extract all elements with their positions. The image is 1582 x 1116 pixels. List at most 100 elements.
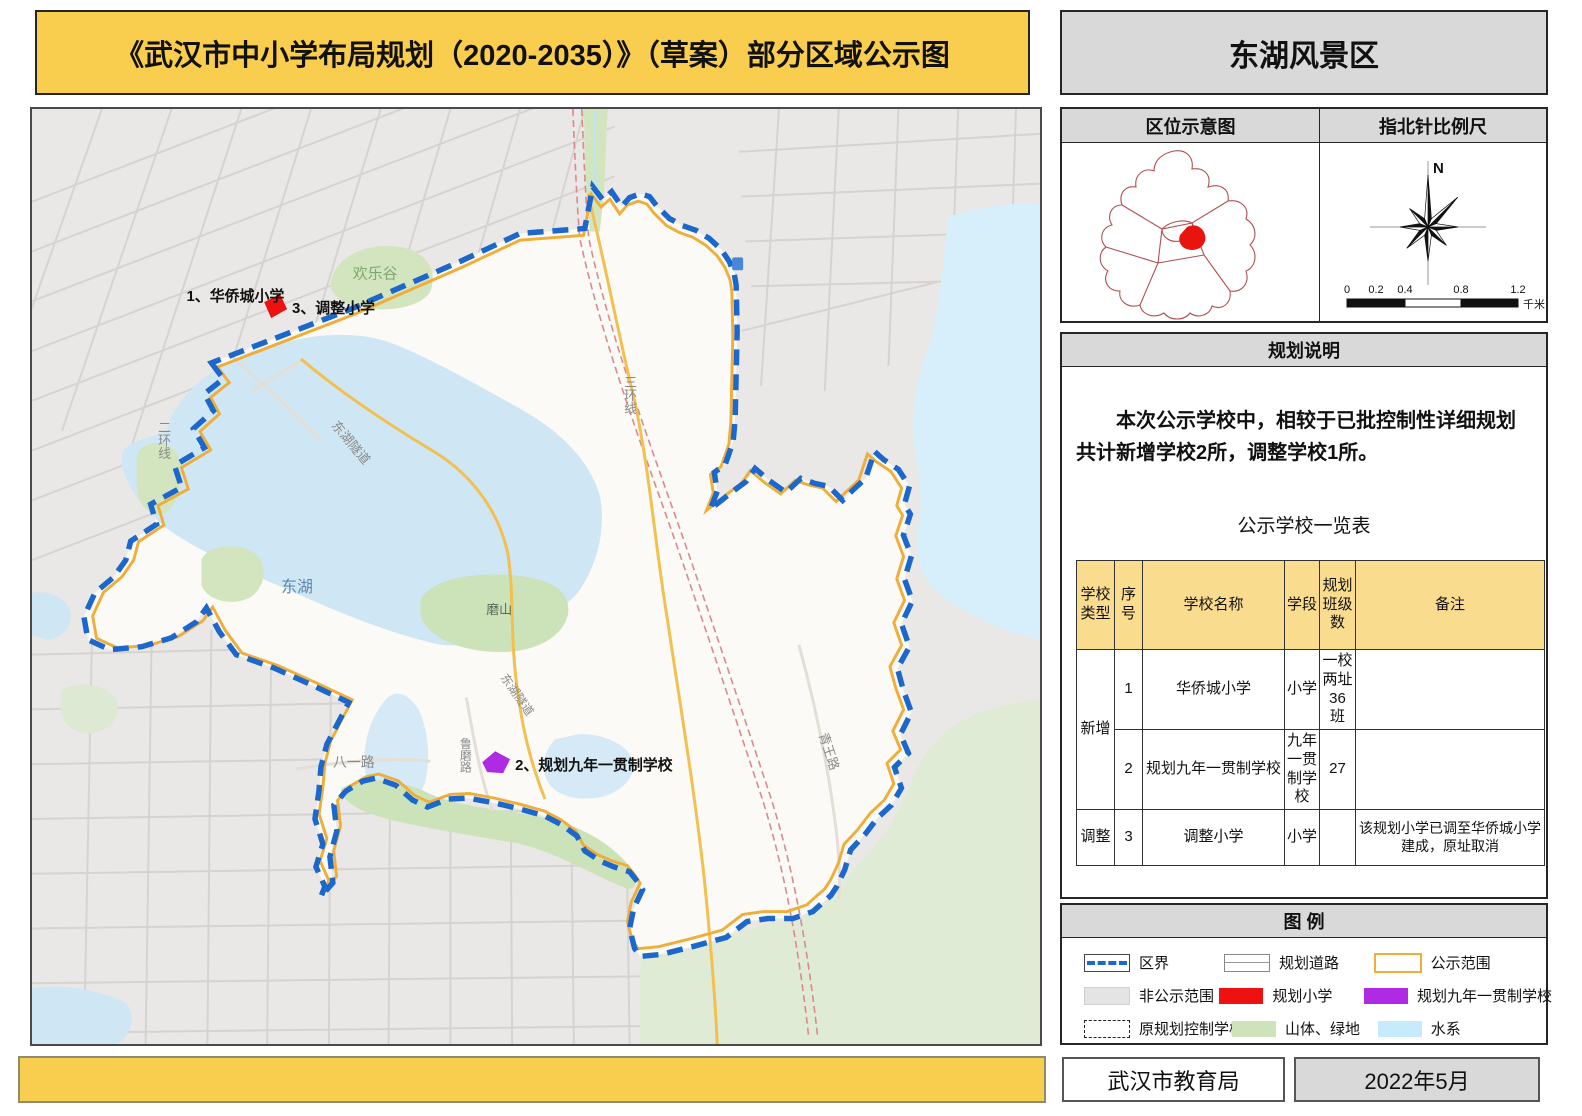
inset-compass-title: 指北针比例尺	[1320, 109, 1546, 143]
cell-stage-3: 小学	[1284, 809, 1320, 866]
cell-classes-3	[1319, 809, 1356, 866]
schools-table: 学校类型 序号 学校名称 学段 规划班级数 备注 新增 1 华侨城小学 小学 一…	[1076, 560, 1545, 866]
inset-location-title: 区位示意图	[1062, 109, 1319, 143]
green-west-patch	[60, 684, 118, 734]
col-school-type: 学校类型	[1076, 560, 1115, 650]
inset-compass-body: N 0 0.2 0.4 0.8	[1320, 143, 1546, 321]
page-title-banner: 《武汉市中小学布局规划（2020-2035）》（草案）部分区域公示图	[35, 10, 1030, 95]
boundary-dashed-icon	[1084, 953, 1130, 972]
highlight-district	[1179, 225, 1206, 250]
table-row: 新增 1 华侨城小学 小学 一校两址36班	[1076, 649, 1545, 810]
legend-item-non-notice: 非公示范围	[1084, 985, 1219, 1006]
cell-name-3: 调整小学	[1142, 809, 1285, 866]
planned-road-icon	[1224, 953, 1271, 972]
non-notice-area-icon	[1084, 986, 1130, 1005]
green-south-band	[340, 780, 636, 889]
footer-agency-label: 武汉市教育局	[1107, 1068, 1240, 1094]
cell-type-adjust: 调整	[1076, 809, 1115, 866]
page-title: 《武汉市中小学布局规划（2020-2035）》（草案）部分区域公示图	[115, 39, 950, 72]
svg-text:0.8: 0.8	[1453, 284, 1468, 296]
legend-item-boundary: 区界	[1084, 952, 1224, 973]
map-label-third-ring: 三环线	[622, 376, 637, 415]
lake-inlet-east	[543, 734, 634, 799]
inset-compass-cell: 指北针比例尺 N	[1320, 109, 1546, 321]
green-moshan	[420, 574, 569, 653]
svg-text:千米: 千米	[1523, 298, 1545, 311]
primary-school-icon	[1219, 987, 1264, 1004]
main-map-canvas: 欢乐谷 1、华侨城小学 3、调整小学 2、规划九年一贯制学校 东湖 磨山 八一路…	[32, 109, 1040, 1044]
cell-name-1: 华侨城小学	[1142, 649, 1285, 730]
water-system-icon	[1377, 1020, 1422, 1037]
nine-year-school-icon	[1364, 987, 1408, 1004]
region-title-box: 东湖风景区	[1060, 10, 1548, 95]
district-boundary-line	[81, 180, 916, 960]
footer-date-label: 2022年5月	[1364, 1068, 1470, 1094]
street-grid-northeast	[739, 109, 1040, 391]
cell-note-1	[1355, 649, 1545, 730]
col-school-name: 学校名称	[1142, 560, 1285, 650]
planning-section: 规划说明 本次公示学校中，相较于已批控制性详细规划共计新增学校2所，调整学校1所…	[1060, 332, 1548, 899]
svg-text:0.2: 0.2	[1368, 284, 1383, 296]
cell-stage-1: 小学	[1284, 649, 1320, 730]
col-note: 备注	[1355, 560, 1545, 650]
green-nw-shore-2	[201, 546, 264, 602]
inset-panel: 区位示意图 指北针比例尺 N	[1060, 107, 1548, 323]
footer-agency-box: 武汉市教育局	[1062, 1057, 1285, 1102]
legend-item-green: 山体、绿地	[1232, 1018, 1378, 1039]
col-stage: 学段	[1284, 560, 1320, 650]
primary-school-marker	[264, 294, 288, 319]
wuhan-outline-map	[1099, 150, 1256, 320]
table-row: 2 规划九年一贯制学校 九年一贯制学校 27	[1077, 729, 1545, 810]
mountain-green-icon	[1232, 1020, 1276, 1037]
inset-location-map	[1062, 143, 1319, 321]
bottom-yellow-bar	[18, 1056, 1046, 1103]
legend-title: 图 例	[1062, 905, 1546, 938]
legend-item-water: 水系	[1377, 1018, 1542, 1039]
lake-inlet-west	[364, 693, 429, 805]
legend-item-nine-year-school: 规划九年一贯制学校	[1364, 985, 1552, 1006]
map-label-school-3: 3、调整小学	[292, 299, 375, 317]
cell-classes-1: 一校两址36班	[1319, 649, 1356, 730]
cell-note-2	[1355, 729, 1545, 810]
map-label-happyvalley: 欢乐谷	[353, 265, 398, 282]
table-row: 调整 3 调整小学 小学 该规划小学已调至华侨城小学建成，原址取消	[1076, 809, 1545, 866]
region-title: 东湖风景区	[1229, 39, 1379, 73]
svg-text:1.2: 1.2	[1510, 284, 1525, 296]
cell-no-2: 2	[1114, 729, 1143, 810]
legend-section: 图 例 区界 规划道路 公示范围 非公示范围 规划小学	[1060, 903, 1552, 1045]
main-map: 欢乐谷 1、华侨城小学 3、调整小学 2、规划九年一贯制学校 东湖 磨山 八一路…	[30, 107, 1042, 1046]
cell-note-3: 该规划小学已调至华侨城小学建成，原址取消	[1355, 809, 1545, 866]
map-label-donghu: 东湖	[281, 578, 313, 596]
lake-east	[913, 203, 1040, 640]
pond-southwest	[32, 986, 132, 1044]
notice-extent-line	[91, 190, 907, 951]
svg-text:0: 0	[1344, 284, 1350, 296]
cell-name-2: 规划九年一贯制学校	[1142, 729, 1285, 810]
legend-item-notice-extent: 公示范围	[1373, 952, 1542, 973]
green-happyvalley	[330, 245, 433, 310]
original-school-icon	[1084, 1019, 1130, 1038]
cell-no-1: 1	[1114, 649, 1143, 730]
inset-location-cell: 区位示意图	[1062, 109, 1320, 321]
schools-table-header-row: 学校类型 序号 学校名称 学段 规划班级数 备注	[1076, 560, 1545, 650]
cell-classes-2: 27	[1319, 729, 1356, 810]
pond-west-edge	[32, 592, 71, 640]
map-label-second-ring: 二环线	[156, 421, 171, 460]
legend-item-planned-road: 规划道路	[1224, 952, 1374, 973]
planning-section-title: 规划说明	[1062, 334, 1546, 367]
north-arrow-icon: N	[1370, 160, 1486, 285]
map-label-school-2: 2、规划九年一贯制学校	[515, 756, 674, 774]
footer-date-box: 2022年5月	[1294, 1057, 1540, 1102]
legend-item-primary-school: 规划小学	[1219, 985, 1364, 1006]
road-shield-icon	[732, 257, 744, 271]
map-label-school-1: 1、华侨城小学	[186, 287, 284, 305]
col-class-count: 规划班级数	[1319, 560, 1356, 650]
nine-year-school-marker	[482, 751, 511, 774]
map-label-bayi-road: 八一路	[333, 754, 375, 770]
scale-bar: 0 0.2 0.4 0.8 1.2 千米	[1344, 284, 1545, 311]
north-arrow-scalebar: N 0 0.2 0.4 0.8	[1344, 160, 1545, 311]
major-roads	[300, 193, 719, 1044]
planning-note: 本次公示学校中，相较于已批控制性详细规划共计新增学校2所，调整学校1所。	[1076, 410, 1516, 464]
map-label-moshan: 磨山	[486, 602, 512, 617]
schools-table-title: 公示学校一览表	[1237, 516, 1371, 537]
